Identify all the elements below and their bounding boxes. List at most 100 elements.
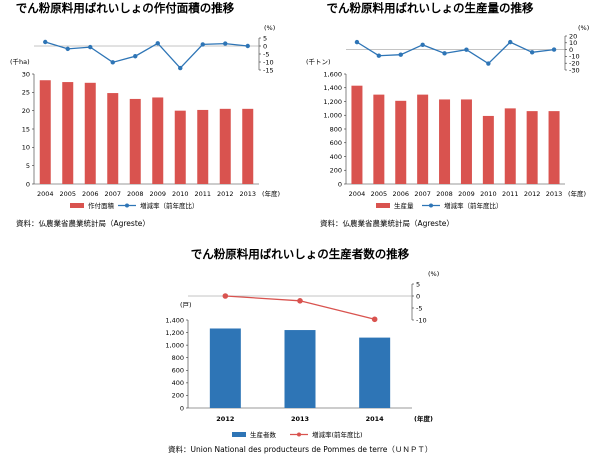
x-tick-label: 2004 [349, 190, 366, 198]
x-tick-label: 2014 [366, 415, 385, 423]
left-tick-label: 10 [22, 144, 30, 152]
left-tick-label: 1,600 [323, 70, 342, 78]
legend-bar-swatch [376, 203, 390, 208]
right-tick-label: -20 [569, 60, 580, 68]
x-tick-label: 2009 [149, 190, 166, 198]
x-tick-label: 2006 [82, 190, 99, 198]
x-tick-label: 2012 [217, 190, 234, 198]
left-tick-label: 0 [180, 404, 184, 412]
right-tick-label: -5 [263, 50, 269, 58]
left-tick-label: 400 [330, 153, 342, 161]
bar [482, 115, 494, 184]
left-tick-label: 30 [22, 70, 30, 78]
x-tick-label: 2007 [414, 190, 431, 198]
rate-point [508, 39, 513, 45]
right-axis-unit: (%) [264, 24, 275, 32]
source-note: 資料：Union National des producteurs de Pom… [168, 444, 432, 454]
legend-bar-label: 生産者数 [250, 430, 277, 439]
chart-title: でん粉原料用ばれいしょの生産量の推移 [327, 1, 534, 15]
bar [219, 108, 231, 184]
right-tick-label: -15 [263, 66, 274, 74]
rate-point [200, 42, 205, 47]
x-tick-label: 2005 [59, 190, 76, 198]
rate-point [371, 316, 378, 323]
right-tick-label: 0 [416, 292, 420, 300]
x-tick-label: 2005 [371, 190, 388, 198]
rate-point [223, 41, 228, 46]
chart-title: でん粉原料用ばれいしょの作付面積の推移 [16, 1, 235, 15]
x-tick-label: 2004 [37, 190, 54, 198]
left-tick-label: 800 [330, 125, 342, 133]
bar [504, 108, 516, 184]
legend-line-label: 増減率（前年度比） [140, 201, 199, 210]
rate-point [354, 39, 360, 45]
left-tick-label: 1,200 [165, 329, 184, 337]
x-axis-unit: (年度) [568, 189, 586, 198]
bar [284, 330, 316, 408]
rate-point [442, 51, 447, 56]
right-tick-label: 5 [416, 280, 420, 288]
right-axis-unit: (%) [578, 24, 589, 32]
left-tick-label: 1,000 [165, 341, 184, 349]
bar [373, 94, 385, 184]
bar [359, 337, 391, 408]
rate-line [45, 41, 248, 70]
left-tick-label: 0 [26, 180, 30, 188]
legend-bar-label: 生産量 [394, 201, 414, 210]
left-tick-label: 1,400 [323, 84, 342, 92]
rate-point [133, 54, 138, 59]
right-tick-label: 0 [569, 46, 573, 54]
rate-point [43, 39, 48, 45]
left-tick-label: 25 [22, 89, 30, 97]
left-tick-label: 200 [172, 392, 184, 400]
left-tick-label: 5 [26, 162, 30, 170]
right-tick-label: -10 [263, 58, 274, 66]
right-axis-unit: (%) [428, 270, 439, 278]
legend-line-label: 増減率（前年度比） [444, 201, 503, 210]
legend-line-label: 増減率(前年度比) [312, 430, 363, 439]
bar [39, 80, 51, 184]
legend-bar-swatch [70, 203, 84, 208]
x-tick-label: 2013 [239, 190, 256, 198]
right-tick-label: -10 [569, 53, 580, 61]
bar [395, 100, 407, 184]
right-tick-label: 0 [263, 42, 267, 50]
bar [152, 97, 164, 184]
chart-title: でん粉原料用ばれいしょの生産者数の推移 [191, 247, 410, 261]
rate-point [88, 44, 93, 50]
source-note: 資料：仏農業省農業統計局（Agreste） [320, 218, 454, 228]
rate-point [529, 50, 535, 55]
rate-point [486, 61, 491, 66]
right-tick-label: -10 [416, 316, 427, 324]
x-tick-label: 2013 [546, 190, 563, 198]
x-tick-label: 2006 [392, 190, 409, 198]
legend-line-marker [429, 203, 433, 208]
producers-chart-block: でん粉原料用ばれいしょの生産者数の推移 (戸) 0 200 400 600 800 1,000… [0, 244, 600, 457]
x-tick-label: 2008 [436, 190, 453, 198]
rate-point [222, 293, 229, 299]
left-tick-label: 800 [172, 354, 184, 362]
right-tick-label: 10 [569, 39, 577, 47]
right-tick-label: -5 [416, 304, 422, 312]
bar [62, 82, 74, 184]
left-tick-label: 200 [330, 167, 342, 175]
chart-svg: でん粉原料用ばれいしょの生産者数の推移 (戸) 0 200 400 600 800 1,000… [165, 247, 439, 454]
bar [129, 98, 141, 184]
rate-point [376, 53, 382, 58]
x-tick-label: 2011 [194, 190, 211, 198]
rate-point [245, 43, 250, 49]
rate-line [356, 41, 555, 65]
right-tick-label: -30 [569, 66, 580, 74]
bar [174, 110, 186, 184]
bar [460, 99, 472, 184]
bar [417, 94, 429, 184]
left-tick-label: 1,400 [165, 316, 184, 324]
rate-point [297, 298, 303, 304]
left-tick-label: 600 [172, 367, 184, 375]
left-tick-label: 15 [22, 125, 30, 133]
legend-line-marker [297, 432, 301, 437]
chart-svg: でん粉原料用ばれいしょの作付面積の推移(千ha)051015202530(%)-… [10, 1, 280, 228]
x-tick-label: 2011 [502, 190, 519, 198]
rate-point [155, 41, 160, 46]
x-tick-label: 2013 [291, 415, 309, 423]
